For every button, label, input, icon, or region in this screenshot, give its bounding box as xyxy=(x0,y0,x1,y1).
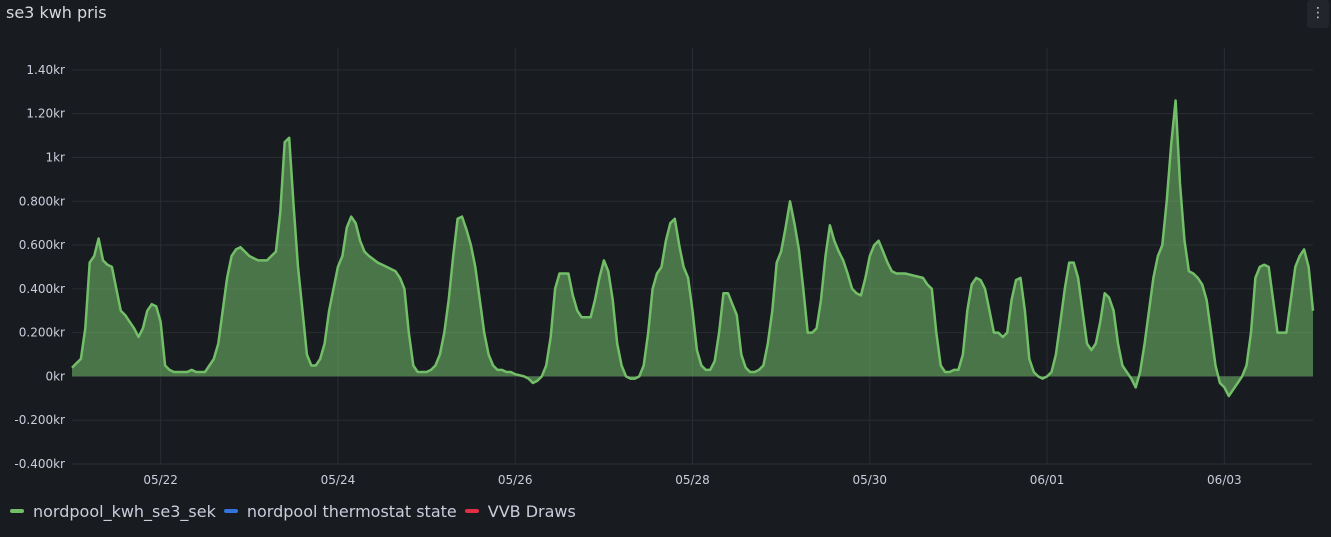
legend-swatch-green xyxy=(10,509,24,513)
x-tick-label: 06/03 xyxy=(1207,473,1242,487)
legend-swatch-blue xyxy=(223,509,238,513)
panel-menu-icon[interactable]: ⋮ xyxy=(1307,0,1329,28)
y-tick-label: 1.20kr xyxy=(26,107,65,121)
legend-label: nordpool thermostat state xyxy=(246,501,457,521)
x-tick-label: 05/30 xyxy=(852,473,887,487)
x-tick-label: 05/26 xyxy=(498,473,533,487)
legend-item-vvb-draws[interactable]: VVB Draws xyxy=(464,501,576,521)
panel-title: se3 kwh pris xyxy=(6,3,107,22)
y-tick-label: 0.400kr xyxy=(19,282,65,296)
y-tick-label: 0kr xyxy=(45,369,65,383)
y-tick-label: -0.400kr xyxy=(14,457,65,471)
y-tick-label: 0.200kr xyxy=(19,326,65,340)
x-tick-label: 05/24 xyxy=(321,473,356,487)
series-line-nordpool-kwh xyxy=(71,99,1315,398)
y-tick-label: 1kr xyxy=(45,150,65,164)
legend-label: nordpool_kwh_se3_sek xyxy=(33,501,216,521)
x-tick-label: 05/22 xyxy=(143,473,178,487)
x-tick-label: 05/28 xyxy=(675,473,710,487)
legend-item-thermostat[interactable]: nordpool thermostat state xyxy=(223,501,457,521)
y-tick-label: 0.600kr xyxy=(19,238,65,252)
y-tick-label: 0.800kr xyxy=(19,194,65,208)
y-tick-label: -0.200kr xyxy=(14,413,65,427)
legend: nordpool_kwh_se3_sek nordpool thermostat… xyxy=(10,500,584,522)
legend-swatch-red xyxy=(464,509,479,513)
x-tick-label: 06/01 xyxy=(1030,473,1065,487)
series-area-nordpool-kwh xyxy=(72,100,1313,397)
legend-label: VVB Draws xyxy=(487,501,576,521)
legend-item-nordpool-kwh[interactable]: nordpool_kwh_se3_sek xyxy=(10,502,216,521)
y-tick-label: 1.40kr xyxy=(26,63,65,77)
